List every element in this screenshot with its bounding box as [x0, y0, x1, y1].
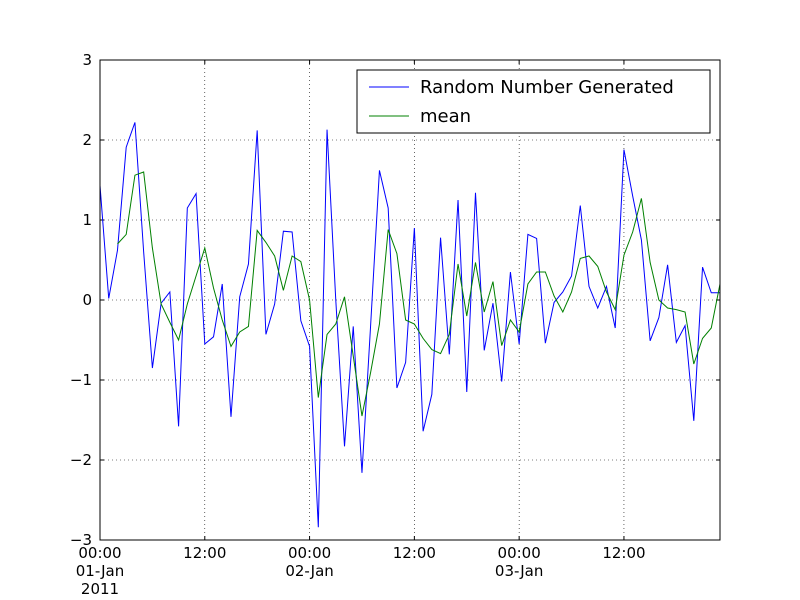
legend-label: mean [420, 106, 471, 127]
legend-label: Random Number Generated [420, 77, 674, 98]
series-line [99, 122, 720, 528]
y-tick-label: −2 [70, 451, 92, 469]
series-line [117, 171, 721, 417]
y-tick-label: 2 [82, 131, 92, 149]
x-tick-label: 00:00 01-Jan 2011 [76, 544, 124, 598]
x-tick-label: 12:00 [183, 544, 226, 562]
y-tick-label: −1 [70, 371, 92, 389]
legend-box [356, 69, 711, 134]
y-tick-label: −3 [70, 531, 92, 549]
plot-frame [99, 59, 721, 541]
y-tick-label: 0 [82, 291, 92, 309]
x-tick-label: 12:00 [602, 544, 645, 562]
y-tick-label: 1 [82, 211, 92, 229]
x-tick-label: 00:00 03-Jan [495, 544, 543, 580]
x-tick-label: 00:00 02-Jan [285, 544, 333, 580]
x-tick-label: 12:00 [393, 544, 436, 562]
y-tick-label: 3 [82, 51, 92, 69]
